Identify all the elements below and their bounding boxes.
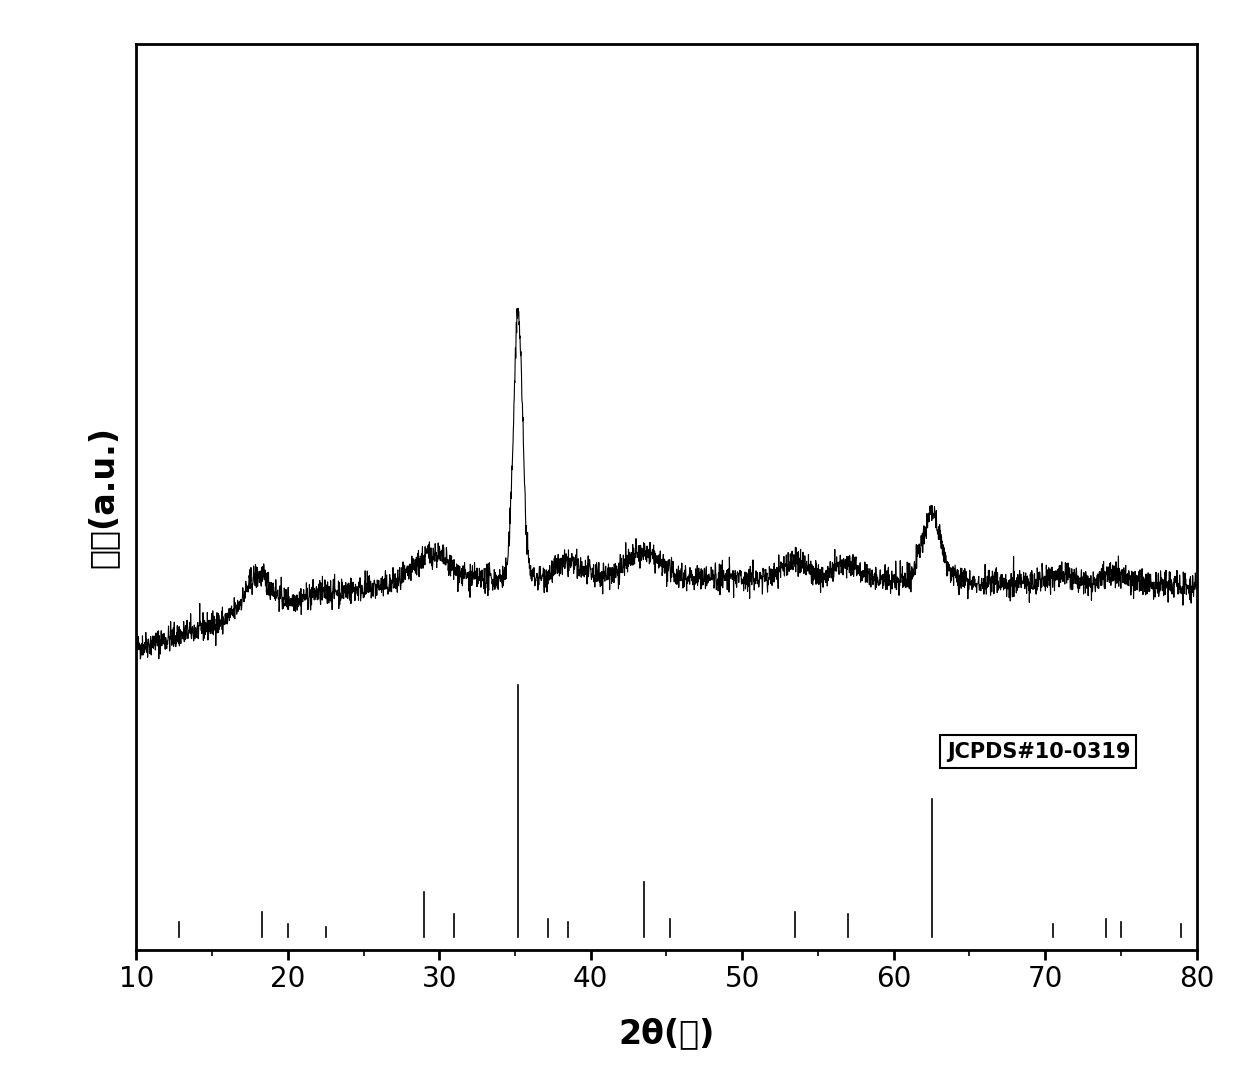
Text: JCPDS#10-0319: JCPDS#10-0319 — [946, 741, 1130, 761]
X-axis label: 2θ(度): 2θ(度) — [619, 1018, 714, 1051]
Y-axis label: 强度(a.u.): 强度(a.u.) — [87, 426, 120, 568]
